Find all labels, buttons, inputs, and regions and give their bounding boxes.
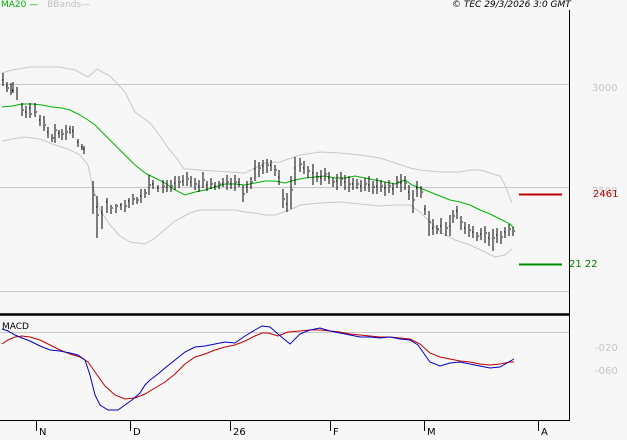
copyright-timestamp: © TEC 29/3/2026 3:0 GMT	[452, 0, 571, 10]
legend-ma20: MA20	[1, 0, 27, 10]
support-label: 21 22	[569, 259, 598, 270]
legend-bbands-swatch: —	[81, 0, 91, 10]
macd-line	[1, 325, 515, 411]
x-label-nov: N	[39, 427, 47, 438]
chart-legend: MA20 — BBands—	[1, 0, 90, 10]
macd-title: MACD	[2, 322, 29, 332]
x-label-feb: F	[333, 427, 339, 438]
price-bars	[2, 73, 515, 251]
legend-bbands: BBands	[47, 0, 82, 10]
price-gridlines	[0, 84, 569, 292]
x-label-jan-26: 26	[233, 427, 246, 438]
macd-y-tick-2: -060	[595, 366, 618, 377]
x-label-dec: D	[133, 427, 141, 438]
x-label-apr: A	[541, 427, 548, 438]
price-y-tick-30: 3000	[592, 83, 618, 94]
bbands-upper	[1, 66, 513, 204]
macd-y-tick-1: -020	[595, 343, 618, 354]
resistance-label: 2461	[593, 189, 619, 200]
ma20-line	[1, 103, 515, 229]
bbands-lower	[1, 136, 513, 258]
legend-ma20-swatch: —	[26, 0, 39, 10]
price-y-tick-25: 2500	[592, 186, 618, 197]
x-label-mar: M	[427, 427, 436, 438]
